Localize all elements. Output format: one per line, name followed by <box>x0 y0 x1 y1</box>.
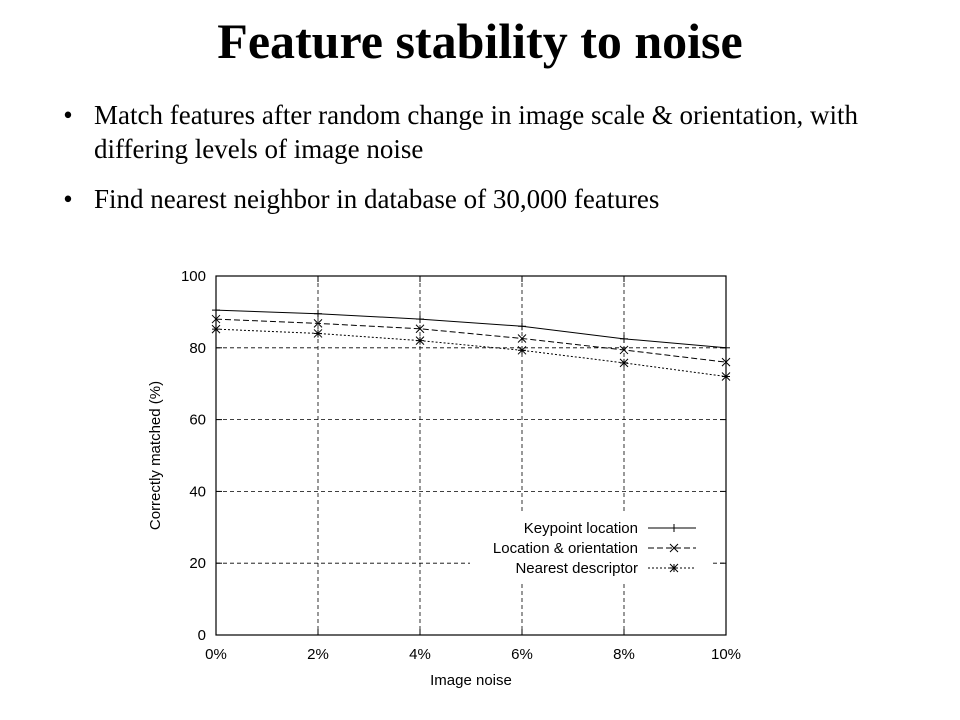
legend-label: Location & orientation <box>493 540 638 557</box>
y-axis-title: Correctly matched (%) <box>147 381 164 530</box>
y-tick-label: 60 <box>189 412 206 429</box>
marker-stroke <box>721 372 731 381</box>
data-point <box>415 336 425 345</box>
bullet-text: Match features after random change in im… <box>94 100 858 164</box>
legend-label: Keypoint location <box>524 520 638 537</box>
data-point <box>212 306 220 315</box>
marker-stroke <box>619 358 629 368</box>
data-point <box>619 345 629 355</box>
data-point <box>722 343 730 352</box>
data-point <box>518 322 526 331</box>
marker-stroke <box>619 345 629 355</box>
y-tick-label: 80 <box>189 340 206 357</box>
x-tick-label: 4% <box>409 646 431 663</box>
plot-area-frame <box>215 275 727 636</box>
marker-stroke <box>211 324 221 334</box>
bullet-item-nearest: • Find nearest neighbor in database of 3… <box>58 182 918 216</box>
marker-stroke <box>415 324 425 334</box>
marker-stroke <box>313 329 323 338</box>
marker-stroke <box>517 334 527 343</box>
x-tick-label: 8% <box>613 646 635 663</box>
data-point <box>517 345 527 355</box>
data-point <box>721 372 731 381</box>
legend-label: Nearest descriptor <box>515 560 638 577</box>
series-nearest-descriptor <box>211 324 731 381</box>
series-line <box>215 309 727 349</box>
bullet-dot-icon: • <box>63 184 73 214</box>
marker-stroke <box>313 319 323 328</box>
y-tick-label: 20 <box>189 555 206 572</box>
marker-stroke <box>669 543 679 553</box>
data-point <box>211 314 221 324</box>
bullet-item-match: • Match features after random change in … <box>58 98 918 166</box>
marker-stroke <box>415 336 425 345</box>
data-point <box>314 309 322 318</box>
data-point <box>211 324 221 334</box>
y-tick-label: 40 <box>189 483 206 500</box>
axis-ticks: 0% 2% 4% 6% 8% 10% 0 20 40 60 80 100 <box>181 268 741 663</box>
data-point <box>313 319 323 328</box>
legend: Keypoint location Location & orientation N… <box>470 514 710 582</box>
marker-stroke <box>211 314 221 324</box>
data-point <box>416 315 424 324</box>
data-point <box>415 324 425 334</box>
series-location-orientation <box>211 314 731 367</box>
data-point <box>313 329 323 338</box>
series-line <box>215 328 727 378</box>
x-tick-label: 2% <box>307 646 329 663</box>
x-axis-title: Image noise <box>430 672 512 689</box>
slide-title: Feature stability to noise <box>217 13 743 69</box>
marker-stroke <box>721 357 731 367</box>
data-point <box>721 357 731 367</box>
data-point <box>619 358 629 368</box>
data-point <box>517 334 527 343</box>
y-tick-label: 0 <box>198 627 206 644</box>
data-point <box>620 334 628 343</box>
bullet-text: Find nearest neighbor in database of 30,… <box>94 184 660 214</box>
marker-stroke <box>517 345 527 355</box>
bullet-dot-icon: • <box>63 100 73 130</box>
bullet-list: • Match features after random change in … <box>58 98 918 232</box>
marker-stroke <box>669 563 679 573</box>
y-tick-label: 100 <box>181 268 206 285</box>
x-tick-label: 6% <box>511 646 533 663</box>
series-keypoint-location <box>212 306 730 352</box>
x-tick-label: 0% <box>205 646 227 663</box>
series-line <box>215 318 727 363</box>
series-group <box>211 306 731 381</box>
x-tick-label: 10% <box>711 646 741 663</box>
